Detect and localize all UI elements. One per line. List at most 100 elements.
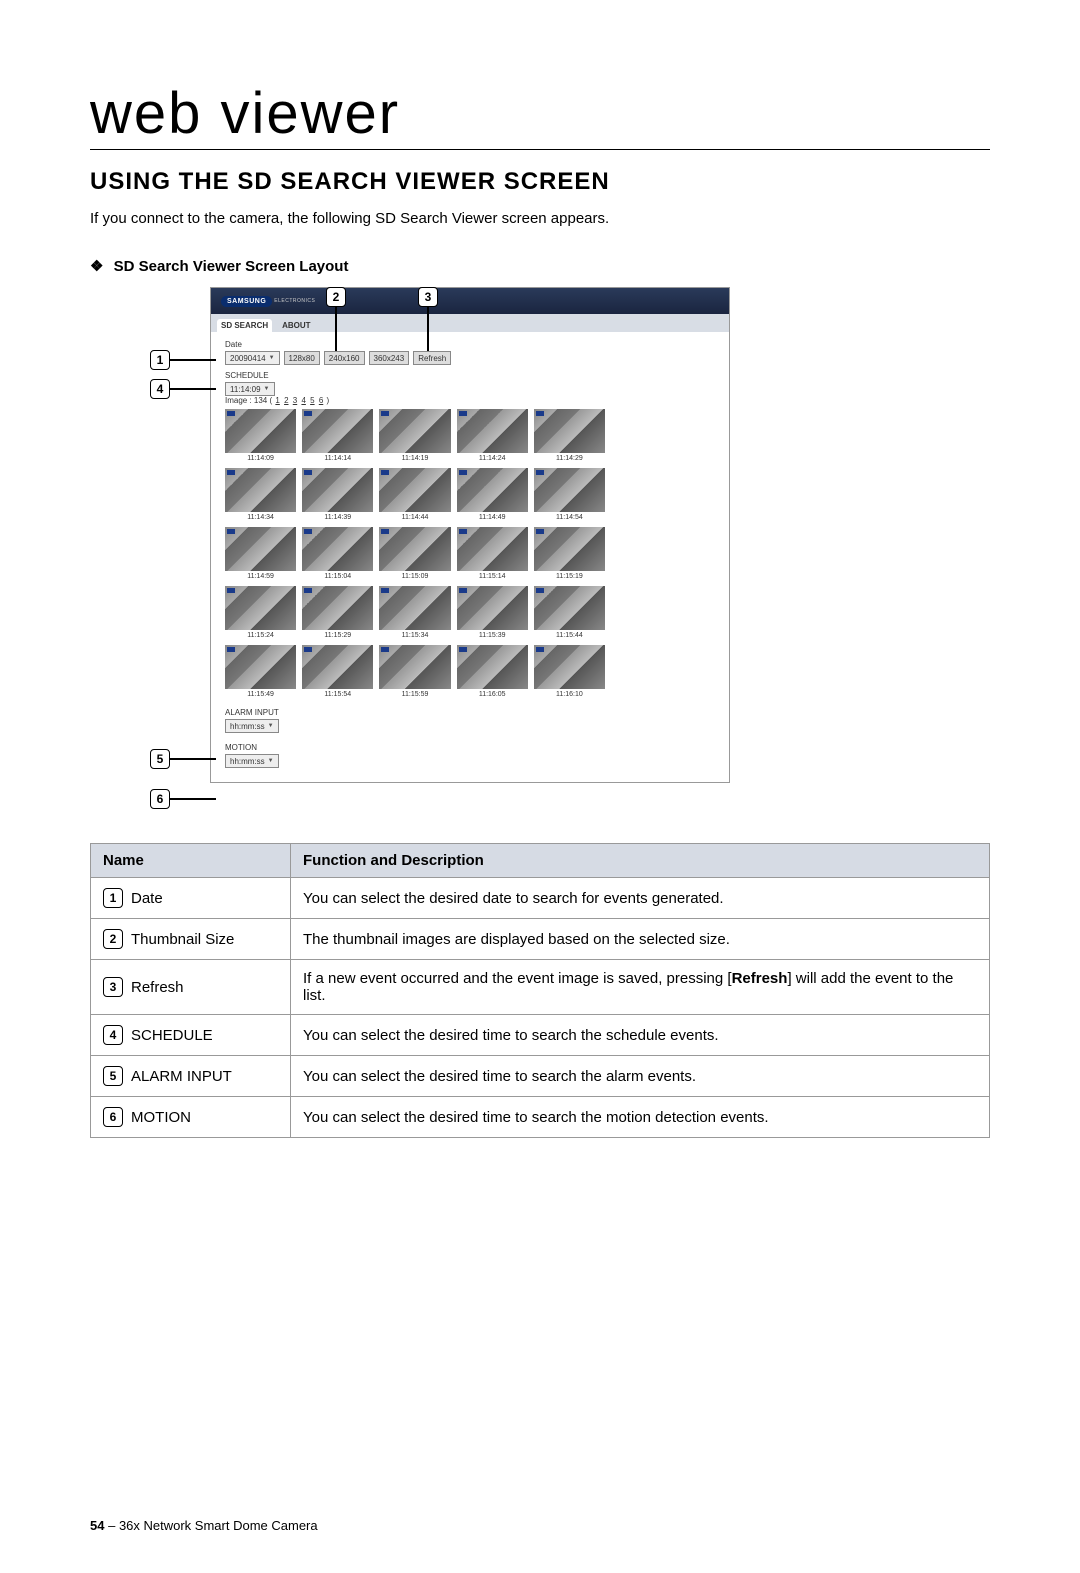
thumbnail-timestamp: 11:14:19 [402, 455, 429, 462]
thumbnail[interactable]: 11:14:24 [457, 409, 528, 462]
thumbnail[interactable]: 11:14:59 [225, 527, 296, 580]
chevron-down-icon: ▼ [268, 758, 274, 764]
pager-page-link[interactable]: 6 [319, 396, 323, 405]
row-name: ALARM INPUT [131, 1068, 232, 1085]
pager-page-link[interactable]: 3 [293, 396, 297, 405]
alarm-section: ALARM INPUT hh:mm:ss ▼ [225, 708, 715, 733]
date-label: Date [225, 340, 715, 349]
thumbnail[interactable]: 11:15:14 [457, 527, 528, 580]
thumbnail-image [534, 527, 605, 571]
thumbnail-image [457, 645, 528, 689]
name-cell: 3Refresh [91, 960, 291, 1015]
app-header: SAMSUNG ELECTRONICS [211, 288, 729, 314]
row-number-box: 5 [103, 1066, 123, 1086]
thumbnail[interactable]: 11:15:49 [225, 645, 296, 698]
thumbnail-image [379, 645, 450, 689]
date-value: 20090414 [230, 354, 266, 363]
callout-4: 4 [150, 379, 216, 399]
size-360-button[interactable]: 360x243 [369, 351, 410, 365]
schedule-label: SCHEDULE [225, 371, 715, 380]
thumbnail-timestamp: 11:14:49 [479, 514, 506, 521]
thumbnail-image [379, 527, 450, 571]
name-cell: 5 ALARM INPUT [91, 1056, 291, 1097]
table-row: 1DateYou can select the desired date to … [91, 878, 990, 919]
thumbnail[interactable]: 11:15:59 [379, 645, 450, 698]
size-240-button[interactable]: 240x160 [324, 351, 365, 365]
tab-about[interactable]: ABOUT [278, 319, 314, 332]
thumbnail[interactable]: 11:15:19 [534, 527, 605, 580]
callout-box: 4 [150, 379, 170, 399]
refresh-button[interactable]: Refresh [413, 351, 451, 365]
pager-page-link[interactable]: 4 [301, 396, 305, 405]
row-number-box: 1 [103, 888, 123, 908]
motion-select[interactable]: hh:mm:ss ▼ [225, 754, 279, 768]
row-name: MOTION [131, 1109, 191, 1126]
motion-value: hh:mm:ss [230, 757, 265, 766]
brand-logo: SAMSUNG [221, 296, 272, 307]
thumbnail[interactable]: 11:15:29 [302, 586, 373, 639]
thumbnail[interactable]: 11:14:49 [457, 468, 528, 521]
col-desc: Function and Description [291, 844, 990, 878]
callout-box: 3 [418, 287, 438, 307]
table-row: 4SCHEDULEYou can select the desired time… [91, 1015, 990, 1056]
thumbnail-timestamp: 11:16:05 [479, 691, 506, 698]
callout-line [170, 388, 216, 390]
size-128-button[interactable]: 128x80 [284, 351, 320, 365]
thumbnail-image [225, 527, 296, 571]
tab-sd-search[interactable]: SD SEARCH [217, 319, 272, 332]
thumbnail[interactable]: 11:15:44 [534, 586, 605, 639]
name-cell: 2Thumbnail Size [91, 919, 291, 960]
thumbnail-image [302, 586, 373, 630]
thumbnail[interactable]: 11:15:04 [302, 527, 373, 580]
thumbnail[interactable]: 11:15:09 [379, 527, 450, 580]
thumbnail[interactable]: 11:14:39 [302, 468, 373, 521]
thumbnail[interactable]: 11:16:10 [534, 645, 605, 698]
date-select[interactable]: 20090414 ▼ [225, 351, 280, 365]
callout-box: 1 [150, 350, 170, 370]
desc-cell: You can select the desired date to searc… [291, 878, 990, 919]
thumbnail[interactable]: 11:15:24 [225, 586, 296, 639]
schedule-value: 11:14:09 [230, 385, 261, 394]
thumbnail[interactable]: 11:14:54 [534, 468, 605, 521]
thumbnail[interactable]: 11:14:44 [379, 468, 450, 521]
schedule-select[interactable]: 11:14:09 ▼ [225, 382, 275, 396]
thumbnail-image [457, 586, 528, 630]
row-number-box: 3 [103, 977, 123, 997]
thumbnail[interactable]: 11:14:19 [379, 409, 450, 462]
thumbnail[interactable]: 11:14:34 [225, 468, 296, 521]
alarm-select[interactable]: hh:mm:ss ▼ [225, 719, 279, 733]
thumbnail-image [534, 409, 605, 453]
thumbnail-timestamp: 11:14:34 [247, 514, 274, 521]
thumbnail[interactable]: 11:15:34 [379, 586, 450, 639]
callout-line [170, 798, 216, 800]
image-pager: Image : 134 ( 1 2 3 4 5 6 ) [225, 396, 715, 405]
thumbnail-timestamp: 11:14:09 [247, 455, 274, 462]
thumbnail[interactable]: 11:14:29 [534, 409, 605, 462]
footer-sep: – [104, 1518, 118, 1533]
thumbnail-timestamp: 11:14:54 [556, 514, 583, 521]
thumbnail-timestamp: 11:15:59 [402, 691, 429, 698]
thumbnail-timestamp: 11:14:44 [402, 514, 429, 521]
pager-page-link[interactable]: 2 [284, 396, 288, 405]
section-heading: USING THE SD SEARCH VIEWER SCREEN [90, 168, 990, 196]
table-row: 3RefreshIf a new event occurred and the … [91, 960, 990, 1015]
thumbnail-image [457, 527, 528, 571]
callout-line [170, 359, 216, 361]
thumbnail[interactable]: 11:14:14 [302, 409, 373, 462]
table-row: 5ALARM INPUTYou can select the desired t… [91, 1056, 990, 1097]
callout-3: 3 [418, 287, 438, 351]
desc-cell: You can select the desired time to searc… [291, 1015, 990, 1056]
callout-1: 1 [150, 350, 216, 370]
thumbnail[interactable]: 11:16:05 [457, 645, 528, 698]
thumbnail-timestamp: 11:15:19 [556, 573, 583, 580]
pager-page-link[interactable]: 5 [310, 396, 314, 405]
footer-text: 36x Network Smart Dome Camera [119, 1518, 318, 1533]
thumbnail-image [534, 468, 605, 512]
thumbnail[interactable]: 11:14:09 [225, 409, 296, 462]
desc-cell: You can select the desired time to searc… [291, 1097, 990, 1138]
screenshot-figure: 1 4 5 6 2 3 SAMSUNG ELECTRONICS SD SEARC… [150, 287, 730, 783]
thumbnail[interactable]: 11:15:54 [302, 645, 373, 698]
row-number-box: 6 [103, 1107, 123, 1127]
thumbnail[interactable]: 11:15:39 [457, 586, 528, 639]
pager-page-link[interactable]: 1 [275, 396, 279, 405]
